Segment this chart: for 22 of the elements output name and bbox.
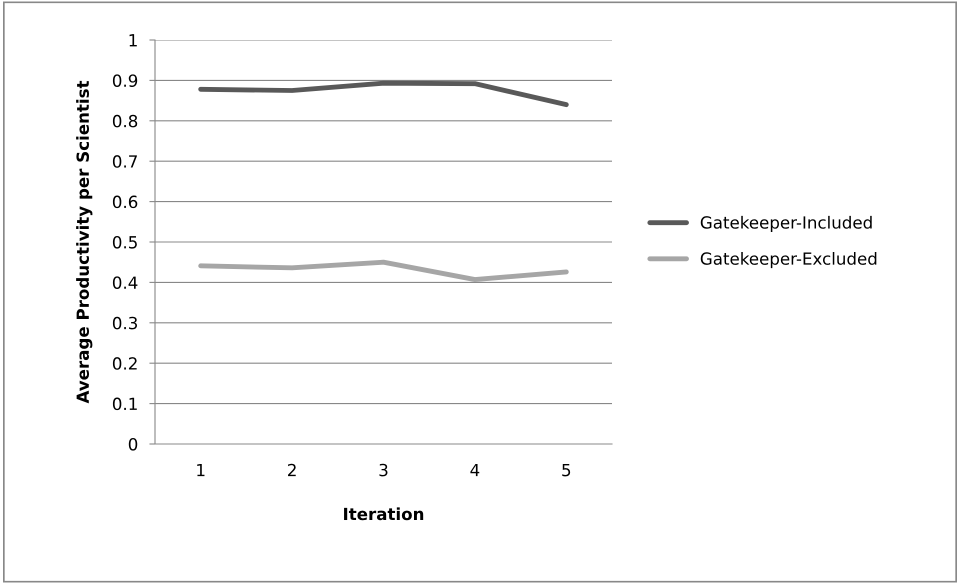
y-tick-label: 0.6 <box>112 196 138 208</box>
legend-label: Gatekeeper-Excluded <box>700 252 876 268</box>
x-tick-label: 5 <box>562 464 570 476</box>
line-series <box>198 260 569 282</box>
x-tick-label: 1 <box>197 464 204 476</box>
y-tick-label: 0.4 <box>112 276 138 289</box>
y-tick-label: 0.5 <box>112 236 137 249</box>
x-tick-label: 4 <box>470 464 480 476</box>
y-tick-label: 0.7 <box>112 155 137 168</box>
x-tick-label: 3 <box>379 464 388 476</box>
y-tick-label: 0.1 <box>112 398 137 410</box>
x-tick-label: 2 <box>288 464 296 476</box>
legend-label: Gatekeeper-Included <box>700 216 872 232</box>
y-tick-label: 0.3 <box>112 316 137 330</box>
y-tick-label: 0 <box>128 438 138 451</box>
y-tick-label: 0.9 <box>112 74 138 87</box>
y-tick-label: 1 <box>130 34 137 46</box>
line-series <box>198 80 569 108</box>
y-tick-label: 0.2 <box>112 357 137 370</box>
x-axis-title: Iteration <box>344 507 424 520</box>
y-tick-label: 0.8 <box>112 114 138 128</box>
y-axis-title: Average Productivity per Scientist <box>76 80 92 404</box>
